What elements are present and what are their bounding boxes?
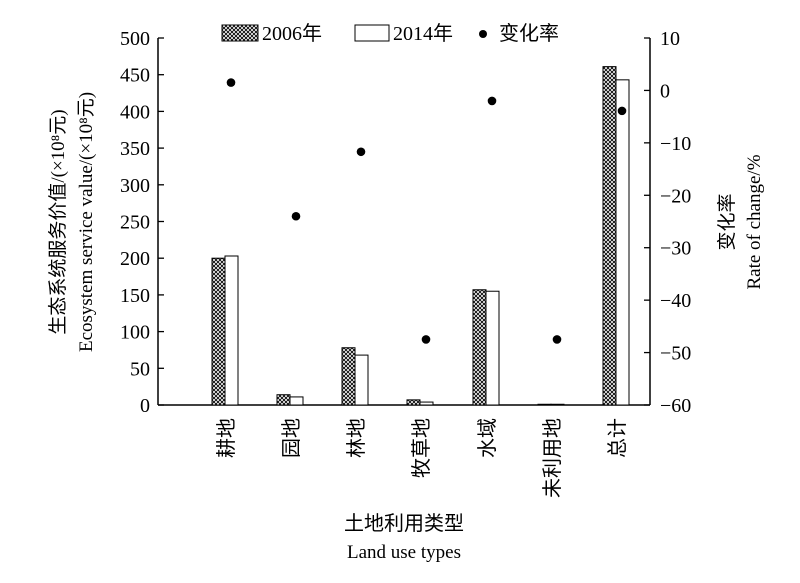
- x-category-label: 园地: [280, 418, 303, 458]
- change-rate-point: [552, 335, 562, 344]
- bar-2006: [406, 399, 421, 406]
- legend-label-2006: 2006年: [262, 22, 322, 45]
- bar-2006: [341, 347, 356, 406]
- change-rate-point: [617, 106, 627, 116]
- bar-2014: [615, 79, 630, 406]
- x-category-label: 耕地: [215, 418, 238, 458]
- bar-2014: [224, 255, 239, 406]
- x-label-cn: 土地利用类型: [344, 512, 464, 535]
- y-left-tick-label: 350: [120, 138, 150, 160]
- left-axis-ticks: 0 50 100 150 200 250 300 350 400 450 500: [120, 28, 164, 417]
- y-right-tick-label: −50: [660, 343, 691, 365]
- bar-2006: [211, 257, 226, 406]
- legend-label-2014: 2014年: [393, 22, 453, 45]
- y-left-tick-label: 450: [120, 65, 150, 87]
- change-rate-point: [291, 211, 301, 221]
- y-right-tick-label: −20: [660, 185, 691, 207]
- x-label-en: Land use types: [347, 542, 461, 563]
- right-axis-ticks: −60 −50 −40 −30 −20 −10 0 10: [644, 28, 691, 417]
- bar-2006: [602, 66, 617, 406]
- bar-2014: [485, 290, 500, 406]
- y-left-tick-label: 500: [120, 28, 150, 50]
- y-right-tick-label: −60: [660, 395, 691, 417]
- y-left-tick-label: 0: [140, 395, 150, 417]
- legend: 2006年 2014年 变化率: [221, 22, 559, 45]
- y-left-tick-label: 400: [120, 101, 150, 123]
- y-right-tick-label: −30: [660, 238, 691, 260]
- y-right-tick-label: −40: [660, 290, 691, 312]
- y-right-label-cn: 变化率: [716, 193, 738, 250]
- x-category-label: 林地: [345, 418, 368, 458]
- x-category-label: 未利用地: [541, 418, 564, 498]
- y-left-tick-label: 300: [120, 175, 150, 197]
- y-left-tick-label: 250: [120, 212, 150, 234]
- change-rate-point: [356, 147, 366, 157]
- change-rate-point: [421, 335, 431, 344]
- legend-label-rate: 变化率: [499, 22, 559, 45]
- bar-2006: [537, 403, 552, 406]
- legend-swatch-2006: [221, 24, 259, 42]
- y-right-tick-label: 10: [660, 28, 680, 50]
- y-left-tick-label: 200: [120, 248, 150, 270]
- bars: [211, 66, 630, 406]
- legend-dot-icon: [479, 30, 487, 38]
- y-left-tick-label: 150: [120, 285, 150, 307]
- y-left-tick-label: 50: [130, 358, 150, 380]
- bar-2014: [354, 354, 369, 406]
- bar-2014: [419, 401, 434, 406]
- change-rate-points: [226, 78, 627, 344]
- x-category-label: 牧草地: [410, 418, 433, 478]
- y-left-tick-label: 100: [120, 322, 150, 344]
- y-left-label-cn: 生态系统服务价值/(×10⁸元): [47, 109, 69, 334]
- bar-2006: [276, 394, 291, 406]
- legend-swatch-2014: [354, 24, 390, 42]
- change-rate-point: [226, 78, 236, 87]
- x-category-label: 水域: [476, 418, 499, 458]
- bar-2014: [289, 396, 304, 406]
- change-rate-point: [487, 96, 497, 106]
- y-right-tick-label: 0: [660, 80, 670, 102]
- bar-2006: [472, 289, 487, 406]
- y-right-label-en: Rate of change/%: [744, 154, 765, 289]
- bar-2014: [550, 403, 565, 406]
- x-category-label: 总计: [606, 418, 629, 458]
- x-category-labels: 耕地 园地 林地 牧草地 水域 未利用地 总计: [215, 418, 629, 498]
- y-left-label-en: Ecosystem service value/(×10⁸元): [76, 92, 97, 352]
- y-right-tick-label: −10: [660, 133, 691, 155]
